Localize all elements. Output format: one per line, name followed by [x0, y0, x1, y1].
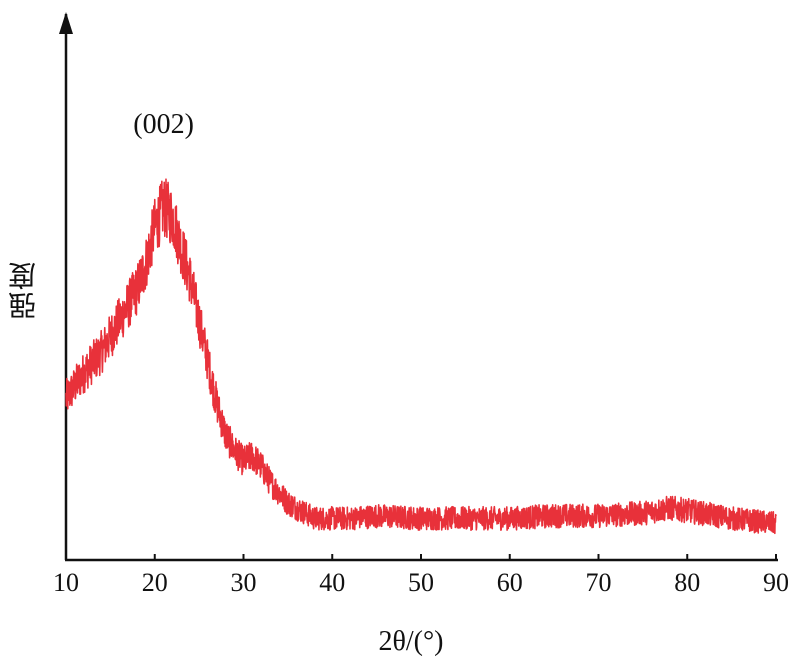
- x-tick-label: 10: [53, 568, 79, 597]
- x-tick-label: 70: [586, 568, 612, 597]
- x-tick-label: 40: [319, 568, 345, 597]
- x-axis-title: 2θ/(°): [378, 626, 443, 657]
- x-ticks: 10 20 30 40 50 60 70 80 90: [53, 554, 789, 597]
- y-axis-title: 强度: [7, 260, 40, 320]
- x-tick-label: 50: [408, 568, 434, 597]
- series-line: [65, 178, 777, 535]
- peak-annotation: (002): [133, 109, 194, 140]
- x-tick-label: 90: [763, 568, 789, 597]
- x-tick-label: 60: [497, 568, 523, 597]
- series-group: [65, 178, 777, 535]
- x-tick-label: 30: [231, 568, 257, 597]
- x-tick-label: 80: [674, 568, 700, 597]
- x-tick-label: 20: [142, 568, 168, 597]
